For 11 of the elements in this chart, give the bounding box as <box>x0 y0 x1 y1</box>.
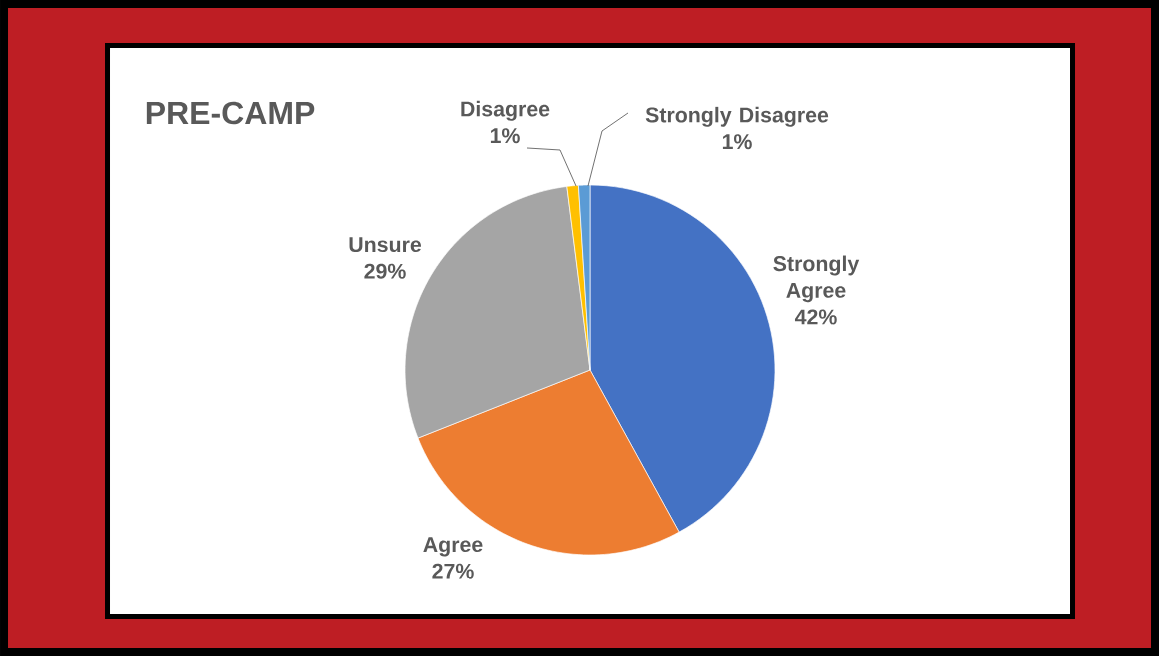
slice-label: Disagree <box>461 100 550 121</box>
data-label: 1% <box>722 134 752 150</box>
slice-label: Unsure <box>349 237 422 253</box>
slice-label: Strongly Disagree <box>645 106 829 127</box>
data-label: 29% <box>364 263 406 279</box>
data-label: 27% <box>432 563 474 579</box>
data-label: 42% <box>794 309 837 325</box>
chart-title: PRE-CAMP <box>146 101 315 125</box>
slice-label: Strongly Agree <box>773 255 860 303</box>
slice-label: Agree <box>423 537 483 557</box>
data-label: 1% <box>490 128 520 144</box>
